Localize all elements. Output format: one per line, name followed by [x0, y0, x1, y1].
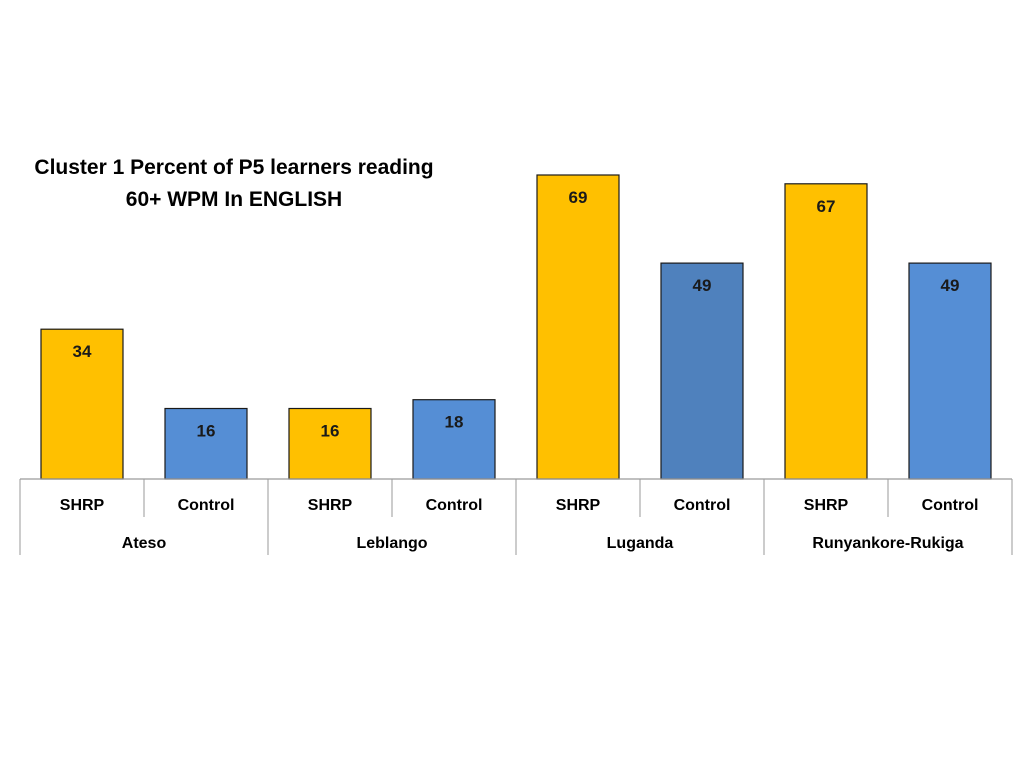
tick-label-control: Control — [674, 497, 731, 514]
bar-luganda-shrp — [536, 174, 620, 480]
bar-luganda-control — [660, 262, 744, 480]
tick-label-shrp: SHRP — [556, 497, 601, 514]
group-label-luganda: Luganda — [607, 535, 674, 552]
tick-label-shrp: SHRP — [804, 497, 849, 514]
group-label-ateso: Ateso — [122, 535, 167, 552]
data-label-ateso-control: 16 — [197, 422, 216, 441]
data-label-ateso-shrp: 34 — [73, 342, 92, 361]
data-label-runyankore-rukiga-control: 49 — [941, 276, 960, 295]
bar-leblango-shrp — [288, 407, 372, 480]
data-label-leblango-control: 18 — [445, 413, 464, 432]
data-label-luganda-control: 49 — [693, 276, 712, 295]
data-label-runyankore-rukiga-shrp: 67 — [817, 197, 836, 216]
tick-label-control: Control — [426, 497, 483, 514]
bar-runyankore-rukiga-control — [908, 262, 992, 480]
chart-title-line-2: 60+ WPM In ENGLISH — [126, 188, 342, 211]
tick-label-control: Control — [178, 497, 235, 514]
bar-runyankore-rukiga-shrp — [784, 183, 868, 480]
group-label-leblango: Leblango — [356, 535, 427, 552]
group-label-runyankore-rukiga: Runyankore-Rukiga — [812, 535, 963, 552]
category-axis: SHRP Control Ateso SHRP Control Leblango SHRP C… — [19, 478, 1013, 555]
tick-label-control: Control — [922, 497, 979, 514]
data-label-luganda-shrp: 69 — [569, 188, 588, 207]
bar-ateso-shrp — [40, 328, 124, 480]
bar-leblango-control — [412, 399, 496, 480]
data-label-leblango-shrp: 16 — [321, 422, 340, 441]
bar-ateso-control — [164, 407, 248, 480]
chart-title-line-1: Cluster 1 Percent of P5 learners reading — [34, 156, 433, 179]
chart-marks: 34 16 16 18 69 49 67 49 — [40, 174, 992, 480]
tick-label-shrp: SHRP — [308, 497, 353, 514]
tick-label-shrp: SHRP — [60, 497, 105, 514]
